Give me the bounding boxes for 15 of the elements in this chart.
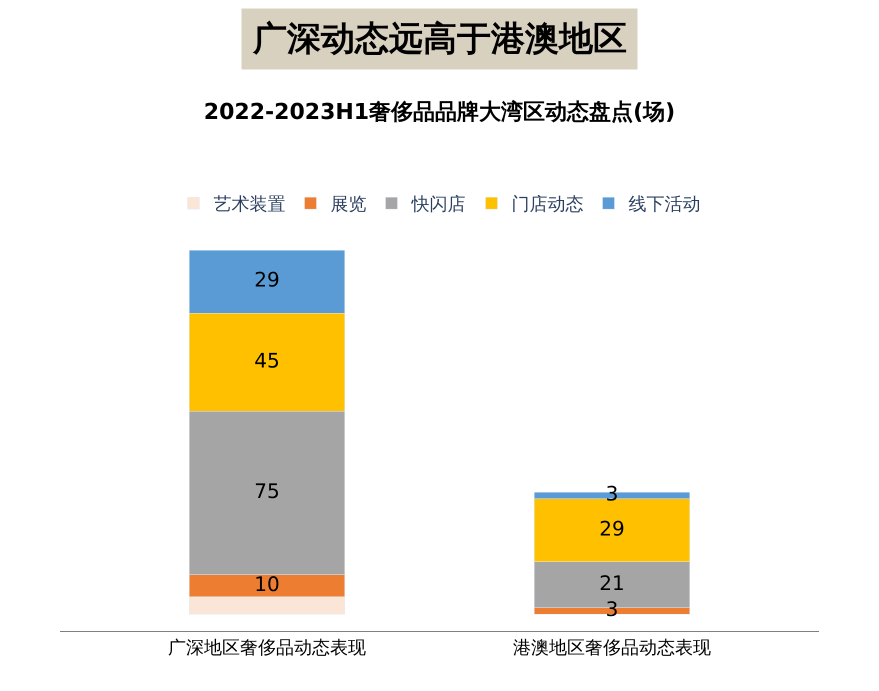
data-label: 29 bbox=[599, 516, 625, 540]
legend-label: 艺术装置 bbox=[214, 194, 286, 216]
data-label: 29 bbox=[254, 268, 280, 292]
chart-subtitle: 2022-2023H1奢侈品品牌大湾区动态盘点(场) bbox=[204, 99, 676, 126]
legend-label: 展览 bbox=[330, 194, 366, 216]
chart-title: 广深动态远高于港澳地区 bbox=[252, 19, 627, 59]
legend-label: 门店动态 bbox=[512, 194, 584, 216]
legend-label: 线下活动 bbox=[628, 194, 700, 216]
x-tick-label: 广深地区奢侈品动态表现 bbox=[168, 638, 366, 659]
legend-label: 快闪店 bbox=[410, 194, 466, 216]
data-label: 75 bbox=[254, 479, 280, 504]
x-tick-label: 港澳地区奢侈品动态表现 bbox=[513, 638, 711, 659]
data-label: 45 bbox=[254, 348, 280, 372]
data-label: 10 bbox=[254, 572, 280, 596]
data-label: 21 bbox=[599, 570, 625, 595]
